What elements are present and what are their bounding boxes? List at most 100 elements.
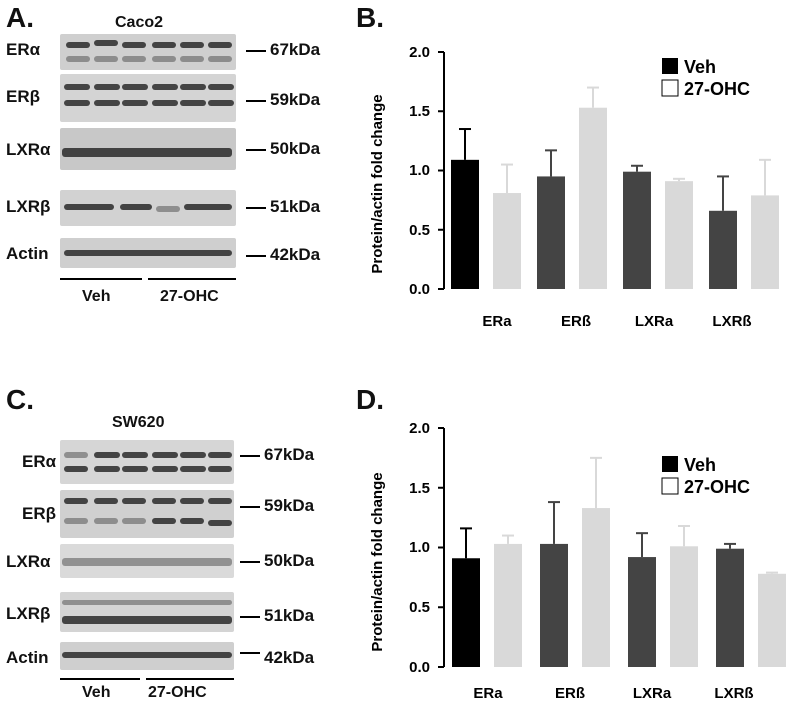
- chart-d-xlabel-3: LXRß: [714, 685, 753, 702]
- chart-d-legend-swatch-ohc: [661, 477, 679, 495]
- panel-c-blot-label-1: ERβ: [22, 504, 56, 523]
- chart-d-bar-27ohc-0: [494, 543, 522, 667]
- chart-b-legend-label-veh: Veh: [684, 57, 716, 77]
- chart-d-yticks: 0.0 0.5 1.0 1.5 2.0: [409, 420, 430, 676]
- panel-c-kda-1: 59kDa: [264, 496, 315, 515]
- chart-d-bar-veh-2: [628, 557, 656, 667]
- chart-b-ytick-3: 1.5: [409, 103, 430, 120]
- panel-c-kda-3: 51kDa: [264, 606, 315, 625]
- panel-a-letter: A.: [6, 2, 34, 33]
- panel-a-blot-era: [60, 34, 236, 70]
- panel-a-blot-label-1: ERβ: [6, 87, 40, 106]
- panel-c-marker-1: [240, 506, 260, 508]
- chart-d-xlabel-1: ERß: [555, 685, 585, 702]
- panel-a-blot-actin: [60, 238, 236, 268]
- panel-a-marker-2: [246, 149, 266, 151]
- panel-c-ohc-bracket: [146, 678, 234, 680]
- panel-c-blot-label-2: LXRα: [6, 552, 51, 571]
- panel-c-marker-4: [240, 652, 260, 654]
- panel-a-blot-erb: [60, 74, 236, 122]
- chart-b-legend: Veh 27-OHC: [661, 57, 750, 99]
- panel-c-group-ohc: 27-OHC: [148, 684, 207, 701]
- chart-d-bar-27ohc-3: [758, 573, 786, 667]
- chart-d-legend: Veh 27-OHC: [661, 455, 750, 497]
- panel-a-blot-lxrb: [60, 190, 236, 226]
- panel-a-kda-3: 51kDa: [270, 197, 321, 216]
- chart-d-bar-27ohc-1: [582, 508, 610, 667]
- panel-c-kda-2: 50kDa: [264, 551, 315, 570]
- chart-b-xlabel-1: ERß: [561, 313, 591, 330]
- panel-a-blot-lxra: [60, 128, 236, 170]
- chart-b-ytick-4: 2.0: [409, 44, 430, 61]
- panel-a-cell-line: Caco2: [115, 14, 164, 31]
- chart-d-xlabel-0: ERa: [473, 685, 503, 702]
- panel-c-blot-label-3: LXRβ: [6, 604, 51, 623]
- panel-a-marker-4: [246, 255, 266, 257]
- chart-b-bar-veh-1: [537, 176, 565, 289]
- chart-b-xlabel-2: LXRa: [635, 313, 674, 330]
- chart-d-bar-27ohc-2: [670, 546, 698, 667]
- chart-d-legend-swatch-veh: [662, 456, 678, 472]
- chart-b-xlabel-3: LXRß: [712, 313, 751, 330]
- panel-a-kda-1: 59kDa: [270, 90, 321, 109]
- chart-b-bar-veh-2: [623, 171, 651, 289]
- panel-a-kda-4: 42kDa: [270, 245, 321, 264]
- panel-c-blot-era: [60, 440, 234, 484]
- chart-d-bar-veh-0: [452, 558, 480, 667]
- panel-a-veh-bracket: [60, 278, 142, 280]
- chart-d-xlabel-2: LXRa: [633, 685, 672, 702]
- chart-b-bar-veh-3: [709, 210, 737, 289]
- chart-d-bar-veh-3: [716, 548, 744, 667]
- panel-c-veh-bracket: [60, 678, 140, 680]
- chart-b-ylabel: Protein/actin fold change: [369, 94, 386, 273]
- chart-d-xlabels: ERa ERß LXRa LXRß: [473, 685, 753, 702]
- panel-a-kda-2: 50kDa: [270, 139, 321, 158]
- chart-b-yticks: 0.0 0.5 1.0 1.5 2.0: [409, 44, 430, 298]
- panel-c-letter: C.: [6, 384, 34, 415]
- panel-a-marker-3: [246, 207, 266, 209]
- chart-d-ylabel: Protein/actin fold change: [369, 472, 386, 651]
- chart-b-bar-27ohc-0: [493, 193, 521, 289]
- panel-c-blot-label-0: ERα: [22, 452, 57, 471]
- chart-b-ytick-0: 0.0: [409, 281, 430, 298]
- chart-d-bar-veh-1: [540, 543, 568, 667]
- chart-d-legend-label-veh: Veh: [684, 455, 716, 475]
- chart-b-legend-swatch-ohc: [661, 79, 679, 97]
- chart-b-bar-27ohc-2: [665, 181, 693, 289]
- panel-c-kda-0: 67kDa: [264, 445, 315, 464]
- panel-a-group-veh: Veh: [82, 288, 111, 305]
- panel-c-blot-erb: [60, 490, 234, 538]
- panel-c-group-veh: Veh: [82, 684, 111, 701]
- panel-c-blot-lxrb: [60, 592, 234, 632]
- panel-c-marker-3: [240, 616, 260, 618]
- panel-b-letter: B.: [356, 2, 384, 33]
- panel-d-letter: D.: [356, 384, 384, 415]
- chart-d-ytick-2: 1.0: [409, 539, 430, 556]
- chart-b-legend-swatch-veh: [662, 58, 678, 74]
- chart-b-bar-27ohc-3: [751, 195, 779, 289]
- panel-a-blot-label-3: LXRβ: [6, 197, 51, 216]
- panel-a-marker-1: [246, 100, 266, 102]
- chart-b-xlabels: ERa ERß LXRa LXRß: [482, 313, 751, 330]
- panel-a-group-ohc: 27-OHC: [160, 288, 219, 305]
- chart-d: Protein/actin fold change 0.0 0.5 1.0 1.…: [369, 420, 786, 702]
- panel-a-kda-0: 67kDa: [270, 40, 321, 59]
- panel-c-blot-lxra: [60, 544, 234, 578]
- panel-a-ohc-bracket: [148, 278, 236, 280]
- chart-d-ytick-1: 0.5: [409, 599, 430, 616]
- chart-d-ytick-0: 0.0: [409, 659, 430, 676]
- chart-b: Protein/actin fold change 0.0 0.5 1.0 1.…: [369, 44, 779, 330]
- chart-b-legend-label-ohc: 27-OHC: [684, 79, 750, 99]
- panel-c-cell-line: SW620: [112, 414, 165, 431]
- panel-c-blot-label-4: Actin: [6, 648, 49, 667]
- chart-d-legend-label-ohc: 27-OHC: [684, 477, 750, 497]
- chart-b-ytick-1: 0.5: [409, 222, 430, 239]
- panel-c-kda-4: 42kDa: [264, 648, 315, 667]
- panel-a-blot-label-0: ERα: [6, 40, 41, 59]
- panel-c-blot-actin: [60, 642, 234, 670]
- chart-d-ytick-3: 1.5: [409, 480, 430, 497]
- panel-c-marker-2: [240, 561, 260, 563]
- panel-a-marker-0: [246, 50, 266, 52]
- panel-c-marker-0: [240, 455, 260, 457]
- chart-d-ytick-4: 2.0: [409, 420, 430, 437]
